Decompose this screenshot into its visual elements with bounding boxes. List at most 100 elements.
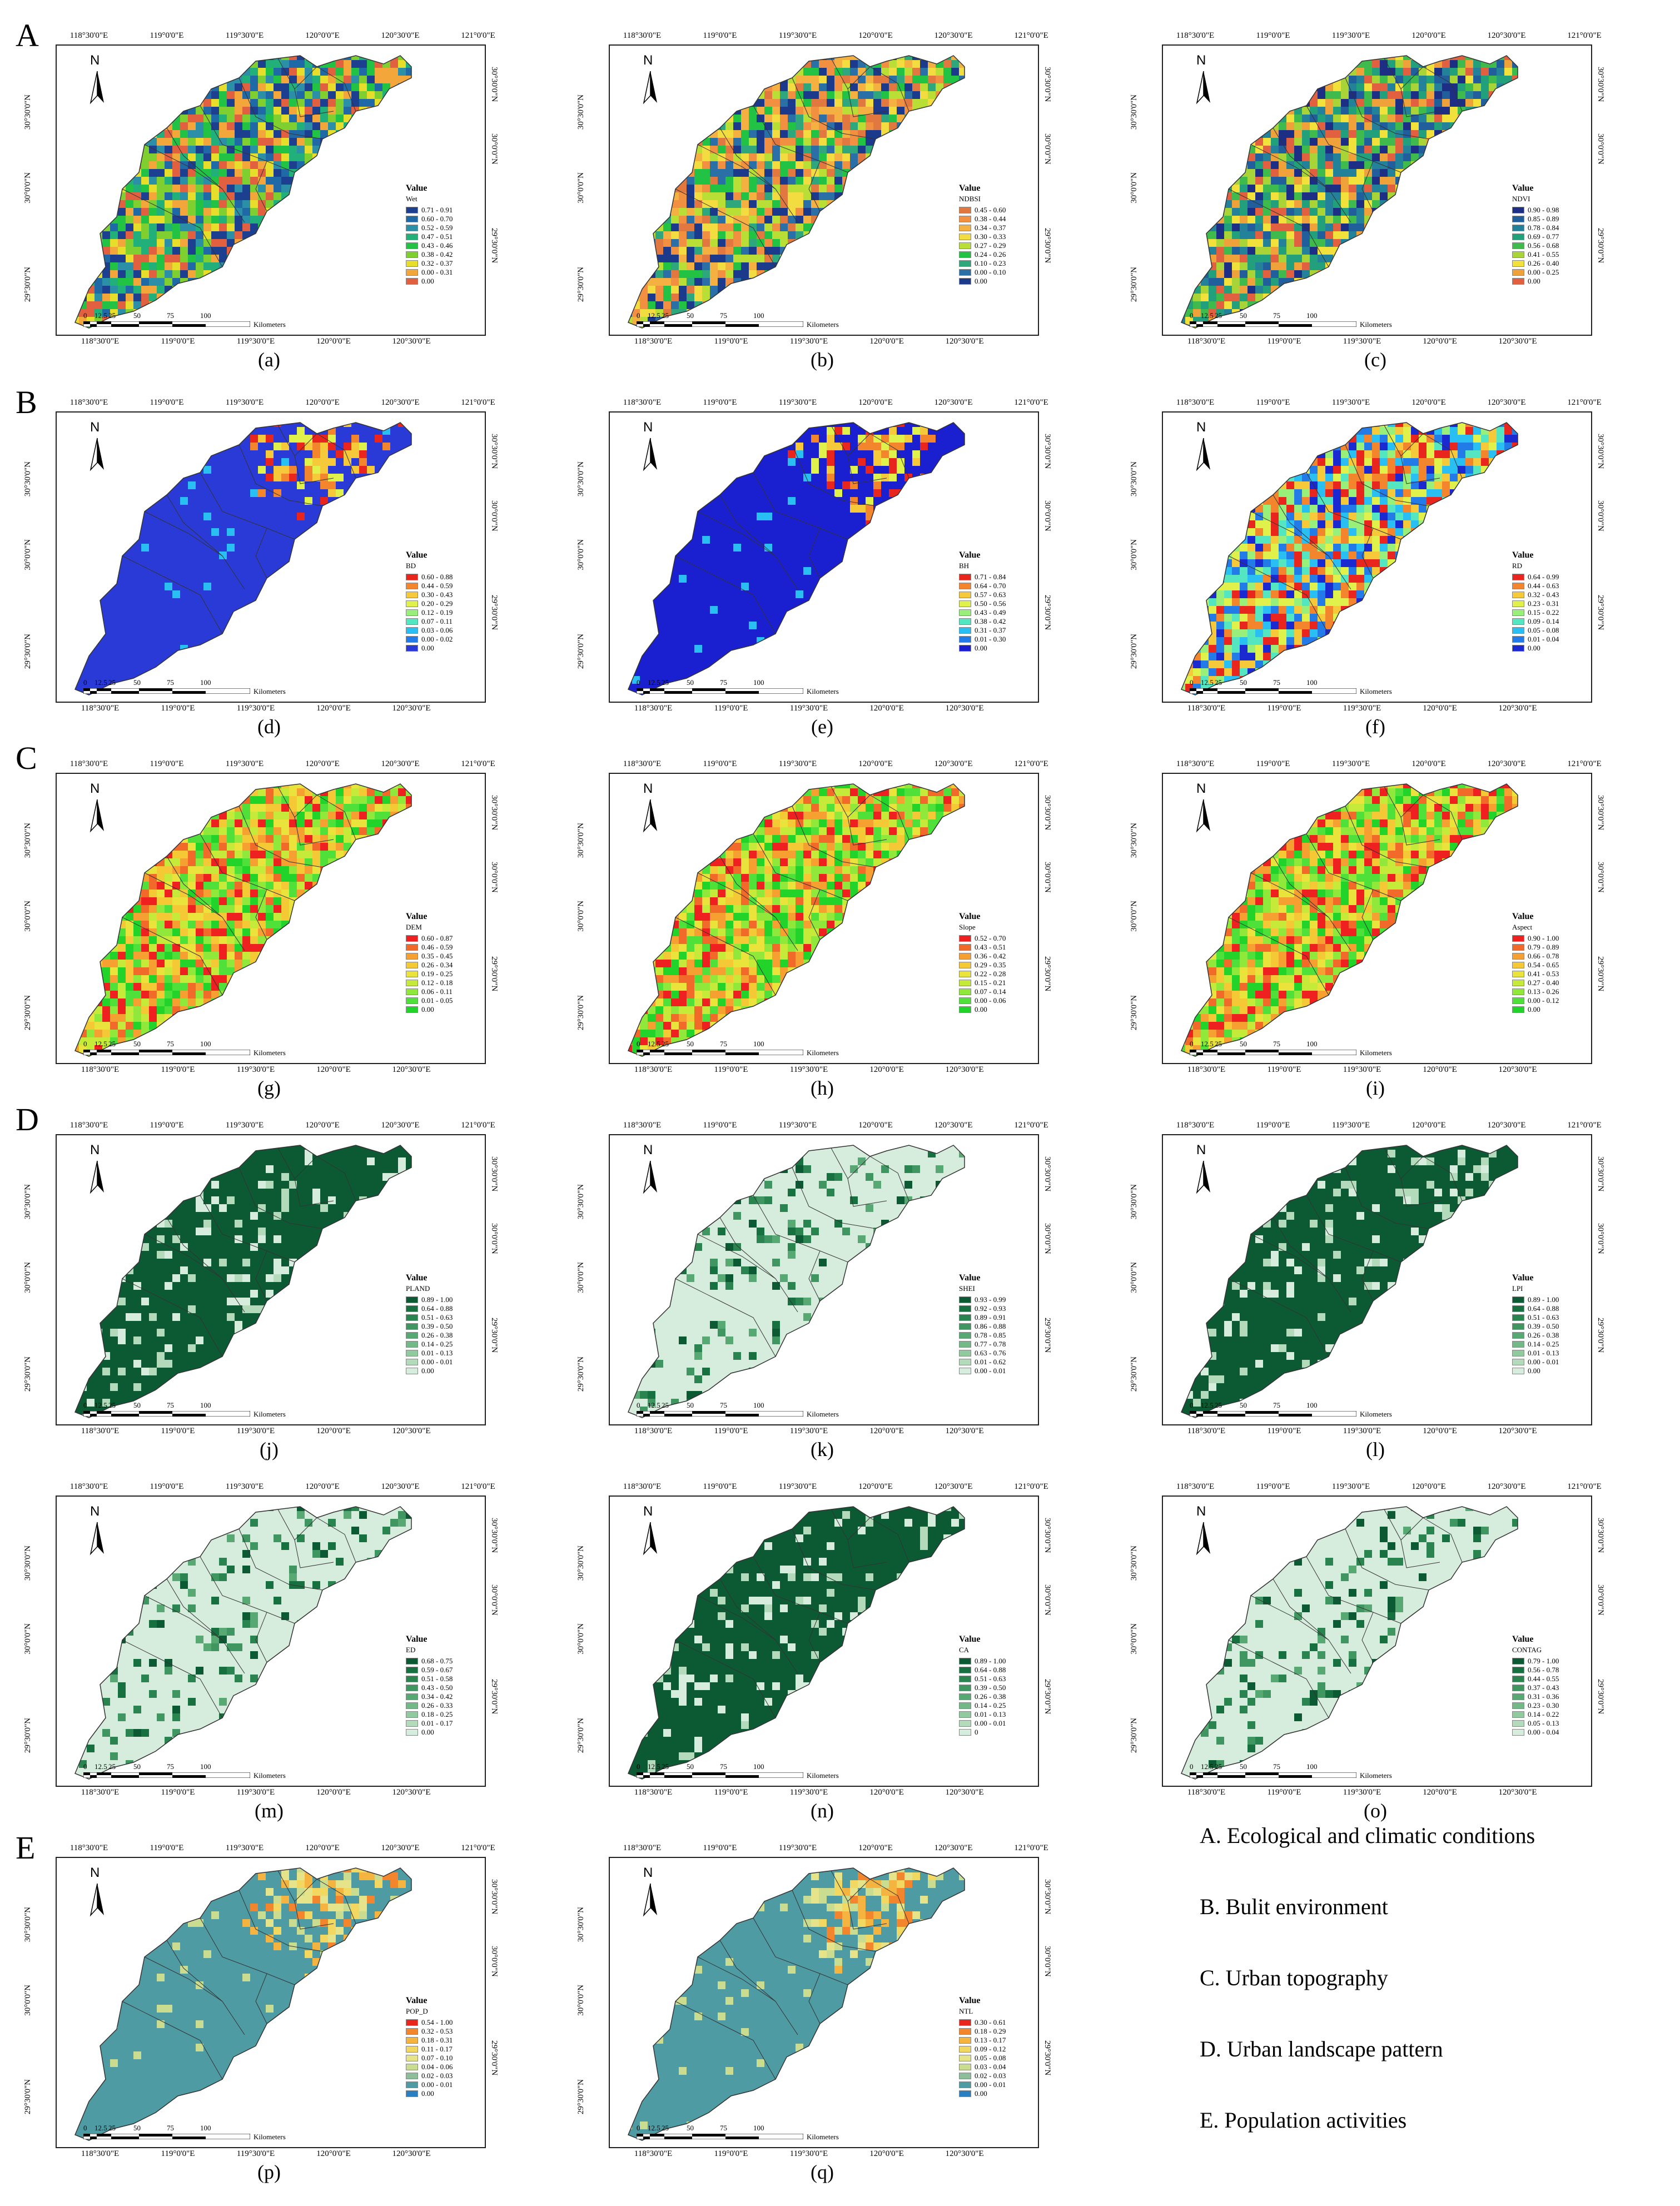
legend-swatch <box>406 1314 418 1321</box>
left-latitude-label: 30°0'0"N <box>576 1262 586 1293</box>
legend-class-label: 0.30 - 0.61 <box>975 2018 1006 2027</box>
legend-class-label: 0.00 <box>1528 1005 1540 1014</box>
legend-class-label: 0.01 - 0.13 <box>1528 1349 1559 1358</box>
legend: Value NDBSI 0.45 - 0.60 0.38 - 0.44 0.34 - 0… <box>959 183 1006 286</box>
legend-row: 0.30 - 0.43 <box>406 590 453 599</box>
scale-tick-label: 25 <box>108 678 116 687</box>
legend-swatch <box>959 278 971 285</box>
scale-ticks: 0 12.5 25 50 75 100 <box>83 1401 345 1410</box>
scale-tick-label: 25 <box>662 1040 669 1049</box>
scale-tick-label: 0 <box>83 1762 87 1771</box>
legend-class-label: 0.00 - 0.31 <box>421 268 453 277</box>
left-latitude-label: 30°30'0"N <box>576 95 586 130</box>
legend-title: Value <box>1512 912 1559 922</box>
district-boundary <box>294 88 334 117</box>
district-boundary <box>255 889 267 940</box>
legend-swatch <box>406 260 418 267</box>
legend-row: 0.01 - 0.30 <box>959 635 1006 644</box>
legend-class-label: 0.06 - 0.11 <box>421 987 453 996</box>
legend-swatch <box>959 1350 971 1357</box>
scale-bar: 0 12.5 25 50 75 100 Kilometers <box>1190 678 1451 700</box>
legend-row: 0.06 - 0.11 <box>406 987 453 996</box>
legend-class-label: 0.14 - 0.22 <box>1528 1710 1559 1719</box>
legend-class-label: 0.26 - 0.38 <box>1528 1331 1559 1340</box>
legend-class-label: 0.64 - 0.99 <box>1528 573 1559 582</box>
left-latitude-label: 30°30'0"N <box>576 1907 586 1942</box>
legend-row: 0.32 - 0.37 <box>406 259 453 268</box>
district-boundary <box>719 856 776 918</box>
right-latitude-label: 30°30'0"N <box>489 67 499 102</box>
north-arrow-icon <box>643 438 657 471</box>
legend-row: 0.04 - 0.06 <box>406 2063 453 2071</box>
district-boundary <box>255 1973 267 2024</box>
top-longitude-label: 119°0'0"E <box>150 398 184 408</box>
scale-tick-label: 50 <box>687 1762 694 1771</box>
legend-swatch <box>406 1693 418 1700</box>
right-latitude-label: 30°30'0"N <box>489 1156 499 1191</box>
legend-row: 0.23 - 0.30 <box>1512 1701 1559 1710</box>
district-boundary <box>808 161 821 212</box>
legend-title: Value <box>959 550 1006 560</box>
right-latitude-label: 30°30'0"N <box>1042 1518 1052 1553</box>
district-boundary <box>200 1556 295 1624</box>
city-boundary <box>1181 55 1518 329</box>
district-boundary <box>1400 1178 1440 1207</box>
bottom-longitude-label: 119°30'0"E <box>790 1427 828 1436</box>
choropleth-map-e <box>628 422 965 695</box>
left-latitude-label: 30°30'0"N <box>23 1546 33 1581</box>
scale-bar: 0 12.5 25 50 75 100 Kilometers <box>83 1762 345 1785</box>
legend-class-label: 0.52 - 0.70 <box>975 934 1006 943</box>
city-boundary <box>1181 1506 1518 1780</box>
scale-bar-graphic <box>83 321 250 327</box>
legend-class-label: 0.92 - 0.93 <box>975 1304 1006 1313</box>
district-boundary <box>697 872 798 951</box>
bottom-longitude-label: 120°30'0"E <box>392 1427 431 1436</box>
bottom-longitude-label: 120°30'0"E <box>392 704 431 713</box>
legend-variable: Aspect <box>1512 923 1559 932</box>
left-latitude-label: 29°30'0"N <box>576 1718 586 1753</box>
legend-class-label: 0.05 - 0.13 <box>1528 1719 1559 1728</box>
legend-row: 0.89 - 1.00 <box>406 1295 453 1304</box>
panel-caption: (g) <box>22 1076 516 1100</box>
district-boundary <box>1361 161 1374 212</box>
north-label: N <box>643 1504 653 1519</box>
district-boundary <box>1361 1612 1374 1663</box>
district-boundary <box>1361 1250 1374 1301</box>
right-latitude-label: 30°0'0"N <box>1595 862 1605 893</box>
scale-unit: Kilometers <box>1360 320 1392 329</box>
bottom-longitude-label: 119°0'0"E <box>161 704 195 713</box>
legend-row: 0.00 - 0.12 <box>1512 996 1559 1005</box>
top-longitude-label: 120°30'0"E <box>935 759 973 769</box>
legend-class-label: 0.43 - 0.49 <box>975 608 1006 617</box>
legend-title: Value <box>1512 1273 1559 1283</box>
top-longitude-label: 118°30'0"E <box>623 1482 661 1492</box>
summary-item: C. Urban topography <box>1200 1960 1535 2031</box>
legend-title: Value <box>959 912 1006 922</box>
legend-row: 0.01 - 0.04 <box>1512 635 1559 644</box>
panel-caption: (n) <box>575 1799 1069 1822</box>
top-longitude-label: 121°0'0"E <box>461 1482 495 1492</box>
scale-unit: Kilometers <box>1360 1049 1392 1057</box>
north-label: N <box>90 1504 100 1519</box>
top-longitude-label: 121°0'0"E <box>1014 1121 1048 1130</box>
legend-swatch <box>959 1323 971 1330</box>
district-boundary <box>792 806 876 868</box>
left-latitude-label: 30°0'0"N <box>1130 172 1139 203</box>
scale-tick-label: 0 <box>637 1040 640 1049</box>
legend-swatch <box>1512 242 1524 249</box>
left-latitude-label: 29°30'0"N <box>23 634 33 669</box>
legend-swatch <box>406 609 418 616</box>
district-boundary <box>294 817 334 846</box>
top-longitude-label: 121°0'0"E <box>1567 1482 1602 1492</box>
scale-unit: Kilometers <box>254 320 286 329</box>
scale-unit: Kilometers <box>254 1771 286 1780</box>
right-latitude-label: 29°30'0"N <box>1595 228 1605 263</box>
legend-row: 0.26 - 0.38 <box>959 1692 1006 1701</box>
legend: Value Aspect 0.90 - 1.00 0.79 - 0.89 0.66 - … <box>1512 912 1559 1014</box>
row-letter-C: C <box>16 739 37 777</box>
legend-row: 0.92 - 0.93 <box>959 1304 1006 1313</box>
north-label: N <box>1196 53 1206 68</box>
legend-class-label: 0.01 - 0.30 <box>975 635 1006 644</box>
left-latitude-label: 30°0'0"N <box>23 1623 33 1654</box>
legend-swatch <box>406 935 418 942</box>
